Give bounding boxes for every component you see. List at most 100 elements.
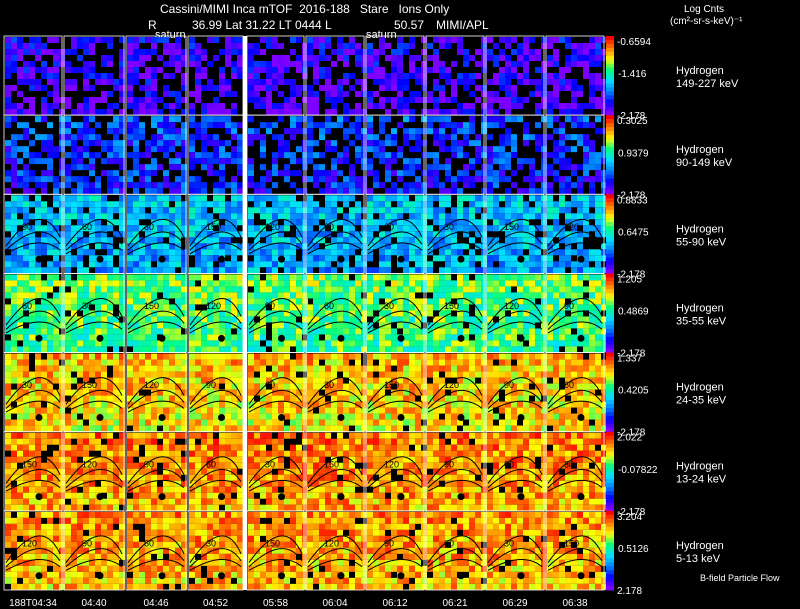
pixel	[133, 158, 139, 165]
pixel	[65, 61, 71, 67]
pixel	[157, 55, 163, 61]
pixel	[89, 328, 95, 335]
pixel	[355, 43, 361, 49]
pixel	[475, 243, 481, 250]
pixel	[189, 316, 195, 323]
pixel	[113, 231, 119, 238]
pixel	[343, 103, 349, 109]
pixel	[248, 334, 254, 341]
pixel	[77, 237, 83, 244]
pixel	[302, 419, 308, 426]
pixel	[529, 280, 535, 287]
pixel	[5, 413, 11, 420]
pixel	[127, 195, 133, 202]
pixel	[302, 383, 308, 390]
pixel	[349, 395, 355, 402]
pixel	[145, 201, 151, 208]
pixel	[343, 243, 349, 250]
pixel	[113, 170, 119, 177]
pixel	[319, 286, 325, 293]
pixel	[266, 316, 272, 323]
pixel	[397, 97, 403, 103]
pixel	[175, 140, 181, 147]
pixel	[225, 310, 231, 317]
pixel	[337, 322, 343, 329]
pixel	[397, 61, 403, 67]
pixel	[113, 152, 119, 159]
pixel	[290, 37, 296, 43]
pixel	[379, 328, 385, 335]
pixel	[29, 255, 35, 262]
pixel	[367, 61, 373, 67]
pixel	[415, 140, 421, 147]
pixel	[248, 267, 254, 274]
pixel	[139, 353, 145, 360]
pixel	[427, 164, 433, 171]
pixel	[231, 298, 237, 305]
pixel	[589, 213, 595, 220]
pixel	[77, 164, 83, 171]
pixel	[463, 261, 469, 268]
pixel	[499, 292, 505, 299]
pixel	[151, 340, 157, 347]
pixel	[409, 328, 415, 335]
pixel	[385, 195, 391, 202]
pixel	[248, 61, 254, 67]
contour-line	[248, 219, 303, 247]
pixel	[65, 231, 71, 238]
pixel	[391, 316, 397, 323]
pixel	[113, 371, 119, 378]
contour-line	[248, 377, 303, 405]
pixel	[195, 67, 201, 73]
pixel	[589, 73, 595, 79]
pixel	[260, 97, 266, 103]
pixel	[307, 213, 313, 220]
pixel	[469, 213, 475, 220]
pixel	[355, 55, 361, 61]
pixel	[319, 298, 325, 305]
pixel	[139, 152, 145, 159]
pixel	[302, 304, 308, 311]
pixel	[207, 310, 213, 317]
pixel	[415, 274, 421, 281]
pixel	[119, 255, 125, 262]
pixel	[207, 292, 213, 299]
pixel	[35, 328, 41, 335]
pixel	[5, 73, 11, 79]
pixel	[571, 231, 577, 238]
contour-line	[248, 321, 303, 334]
pixel	[290, 316, 296, 323]
pixel	[145, 334, 151, 341]
pixel	[319, 85, 325, 91]
pixel	[307, 231, 313, 238]
pixel	[589, 49, 595, 55]
pixel	[577, 328, 583, 335]
pixel	[119, 213, 125, 220]
pixel	[89, 67, 95, 73]
pixel	[272, 243, 278, 250]
pixel	[367, 322, 373, 329]
pixel	[133, 261, 139, 268]
pixel	[195, 334, 201, 341]
pixel	[571, 340, 577, 347]
panel: 90	[187, 352, 244, 433]
pixel	[469, 158, 475, 165]
pixel	[23, 146, 29, 153]
pixel	[445, 79, 451, 85]
pixel	[523, 134, 529, 141]
pixel	[65, 67, 71, 73]
pixel	[415, 322, 421, 329]
pixel	[505, 255, 511, 262]
pixel	[101, 377, 107, 384]
pixel	[439, 249, 445, 256]
pixel	[343, 201, 349, 208]
pixel	[175, 261, 181, 268]
panel: 30	[125, 193, 187, 274]
pixel	[307, 219, 313, 226]
pixel	[219, 274, 225, 281]
pixel	[133, 37, 139, 43]
pixel	[391, 249, 397, 256]
pixel	[284, 164, 290, 171]
colorbar-step	[606, 158, 614, 164]
pixel	[77, 346, 83, 353]
